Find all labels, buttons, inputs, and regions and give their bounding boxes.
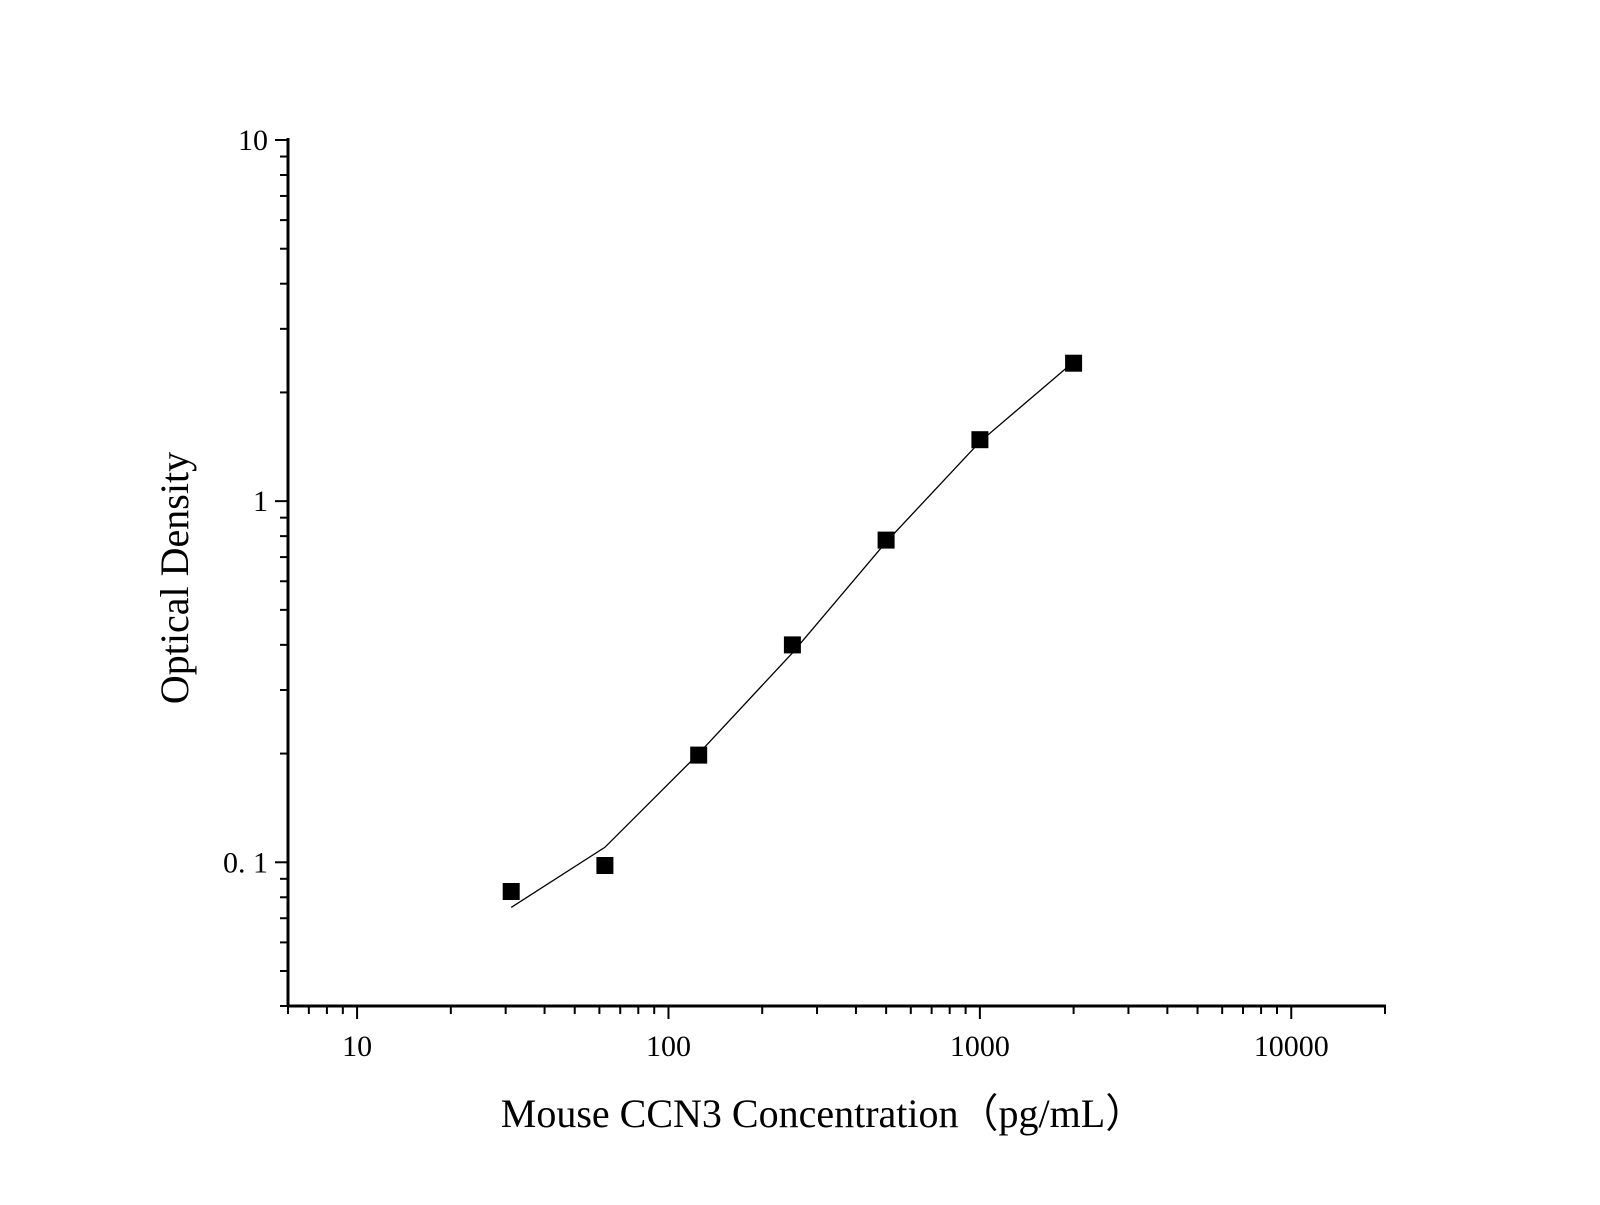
data-point-marker (971, 431, 989, 449)
x-tick-label: 1000 (950, 1030, 1010, 1063)
x-tick-label: 10 (342, 1030, 372, 1063)
y-axis-title: Optical Density (152, 452, 197, 704)
data-point-marker (690, 746, 708, 764)
plot-area (502, 354, 1083, 908)
x-tick-label: 10000 (1254, 1030, 1329, 1063)
data-point-marker (877, 531, 895, 549)
data-point-marker (783, 636, 801, 654)
x-axis-title: Mouse CCN3 Concentration（pg/mL） (501, 1091, 1145, 1136)
y-tick-label: 0. 1 (223, 846, 268, 879)
y-tick-label: 1 (253, 485, 268, 518)
data-point-marker (502, 883, 520, 900)
data-point-marker (596, 857, 614, 874)
axes: 10 100 1000 10000 0. 1 1 10 (223, 124, 1386, 1063)
x-tick-label: 100 (646, 1030, 691, 1063)
y-tick-label: 10 (238, 124, 268, 157)
fit-curve (510, 361, 1075, 908)
data-point-marker (1065, 354, 1083, 372)
